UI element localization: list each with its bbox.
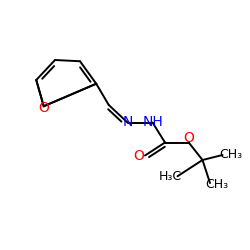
Text: O: O [38,100,49,114]
Text: O: O [183,131,194,145]
Text: N: N [122,116,133,130]
Text: CH₃: CH₃ [206,178,229,192]
Text: CH₃: CH₃ [219,148,242,162]
Text: O: O [133,148,144,162]
Text: NH: NH [142,116,163,130]
Text: H₃C: H₃C [159,170,182,183]
